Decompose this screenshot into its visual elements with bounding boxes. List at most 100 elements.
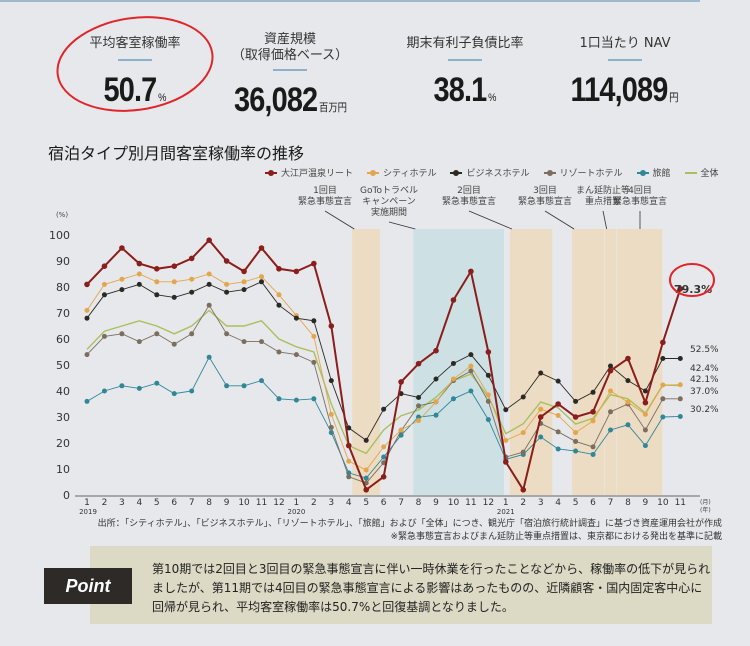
kpi-divider [608,59,642,61]
data-point [608,427,613,433]
x-tick-label: 2 [311,498,317,508]
data-point [189,331,195,337]
data-point [276,349,282,355]
data-point [608,363,613,369]
data-point [416,403,422,409]
year-axis-unit: (年) [700,506,711,514]
data-point [101,333,107,339]
legend-swatch [367,169,380,176]
data-point [677,356,683,361]
data-point [642,443,648,449]
data-point [84,307,90,313]
legend-item: ビジネスホテル [450,166,530,179]
top-rule [0,0,700,2]
data-point [485,417,491,423]
data-point [206,302,212,308]
data-point [573,448,579,454]
data-point [433,347,439,354]
source-note: 出所：「シティホテル」、「ビジネスホテル」、「リゾートホテル」、「旅館」および「… [97,519,722,529]
x-tick-label: 5 [573,498,579,508]
data-point [311,260,317,267]
year-label: 2021 [497,508,515,516]
end-value-label: 37.0% [690,387,719,397]
x-tick-label: 8 [416,498,422,508]
data-point [625,378,631,384]
data-point [311,333,317,339]
data-point [607,367,614,374]
kpi-nav: 1口当たり NAV 114,089 円 [550,36,700,110]
data-point [346,474,352,480]
x-tick-label: 11 [256,498,267,508]
legend-swatch [450,169,463,176]
data-point [660,356,666,361]
kpi-label: 1口当たり NAV [579,36,671,51]
data-point [328,424,334,430]
kpi-label: 平均客室稼働率 [89,36,181,51]
y-tick-label: 0 [63,489,70,502]
data-point [433,376,439,382]
data-point [520,394,526,400]
chart-legend: 大江戸温泉リート シティホテル ビジネスホテル リゾートホテル 旅館 全体 [265,166,719,179]
data-point [590,444,596,450]
annotation-leader [544,210,575,230]
data-point [503,407,509,413]
period-annotation: 3回目 緊急事態宣言 [517,186,572,207]
data-point [311,396,317,402]
end-value-label: 79.3% [674,283,712,296]
data-point [259,274,264,280]
annotation-leader [324,210,355,230]
kpi-value: 114,089 円 [571,71,679,109]
kpi-divider [118,59,152,61]
data-point [206,271,212,277]
data-point [503,437,509,443]
data-point [677,413,683,419]
y-tick-label: 20 [56,437,70,450]
data-point [188,255,195,262]
annotation-leader [388,221,416,230]
data-point [381,406,387,412]
data-point [259,378,264,384]
data-point [520,449,526,455]
data-point [468,368,474,374]
y-tick-label: 40 [56,385,70,398]
x-tick-label: 4 [555,498,561,508]
end-value-label: 42.1% [690,375,719,385]
end-value-label: 42.4% [690,364,719,374]
data-point [433,399,439,405]
legend-swatch [543,169,556,176]
data-point [101,263,108,270]
legend-item: 旅館 [636,166,671,179]
data-point [136,339,142,345]
data-point [101,388,107,394]
data-point [171,391,177,397]
point-box [90,546,712,624]
data-point [642,388,648,394]
y-tick-label: 50 [56,359,70,372]
data-point [258,245,265,251]
data-point [590,451,596,457]
data-point [468,363,474,369]
data-point [468,268,474,275]
data-point [381,444,387,450]
data-point [485,398,491,404]
data-point [171,263,178,270]
data-point [189,276,195,282]
x-tick-label: 10 [657,498,669,508]
x-tick-label: 4 [346,498,352,508]
kpi-divider [273,69,307,71]
data-point [346,458,352,464]
kpi-label: 期末有利子負債比率 [406,36,524,51]
chart-title: 宿泊タイプ別月間客室稼働率の推移 [48,144,305,163]
data-point [503,459,509,465]
x-tick-label: 5 [154,498,160,508]
data-point [398,427,404,433]
data-point [555,429,561,435]
period-band [352,229,381,495]
data-point [416,395,422,400]
data-point [555,446,561,452]
data-point [450,376,456,382]
data-point [468,388,474,394]
data-point [189,289,195,295]
data-point [660,382,666,388]
data-point [450,297,457,303]
